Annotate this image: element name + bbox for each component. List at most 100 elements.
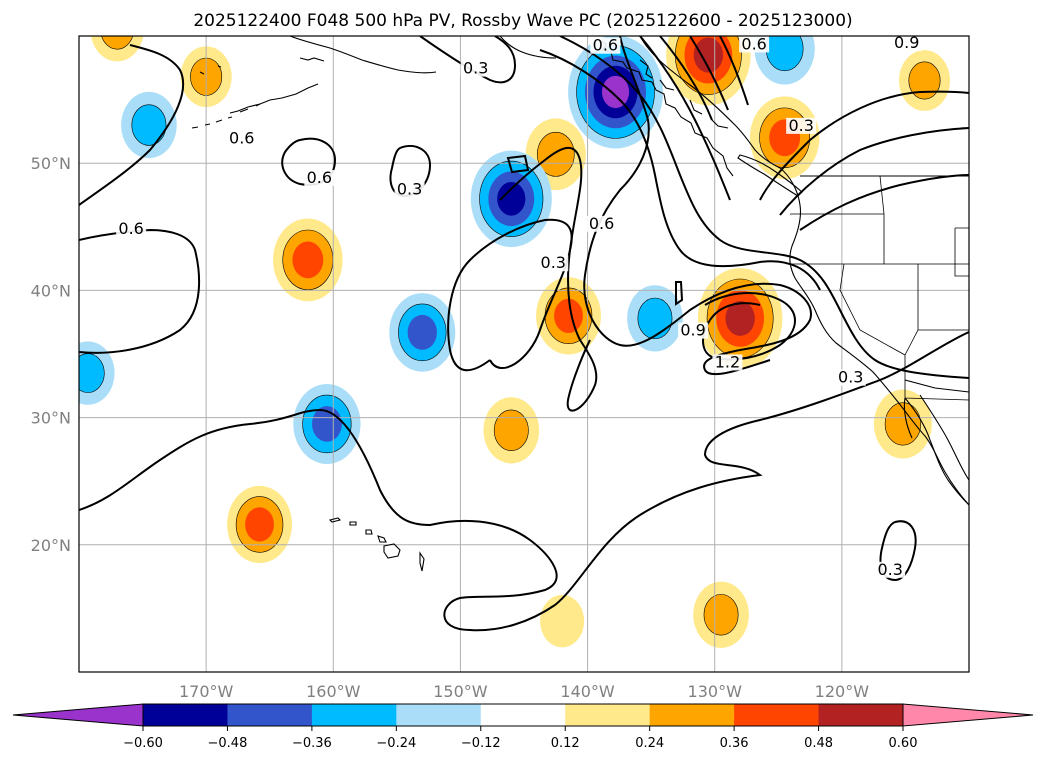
- positive-pv-anomaly: [898, 50, 951, 111]
- contour-label-bg: [712, 354, 743, 371]
- contour-label: 0.6: [307, 168, 332, 187]
- pv-contour-high-latitude: [639, 36, 749, 201]
- lon-tick-label: 140°W: [560, 682, 615, 701]
- contour-label: 0.9: [894, 33, 919, 52]
- contour-label-bg: [678, 322, 709, 339]
- contour-label-bg: [586, 215, 617, 232]
- colorbar-tick-label: 0.48: [804, 736, 833, 751]
- map-frame: [78, 35, 970, 673]
- anomaly-band: [693, 37, 724, 73]
- anomaly-band: [79, 353, 105, 393]
- colorbar-segment: [311, 704, 397, 726]
- negative-pv-anomaly: [121, 91, 177, 159]
- anomaly-band: [601, 75, 630, 109]
- lon-tick-label: 120°W: [815, 682, 870, 701]
- negative-pv-anomaly: [754, 36, 815, 85]
- pv-contour-0.6-trough: [499, 147, 598, 412]
- lat-tick-label: 20°N: [31, 536, 71, 555]
- positive-pv-anomaly: [693, 581, 749, 648]
- figure-title: 2025122400 F048 500 hPa PV, Rossby Wave …: [193, 11, 852, 31]
- negative-pv-anomaly: [293, 383, 361, 464]
- contour-label: 1.2: [715, 352, 740, 371]
- us-state-borders: [790, 175, 969, 401]
- pv-contour-1.2-jet: [539, 49, 821, 291]
- north-america-coastline: [639, 36, 969, 506]
- colorbar-tick-label: 0.36: [720, 736, 749, 751]
- contour-label-bg: [739, 36, 770, 53]
- contour-label-bg: [891, 36, 922, 52]
- contour-label-bg: [226, 130, 257, 147]
- pv-contour-1.2-closed: [702, 292, 796, 361]
- colorbar-segment: [818, 704, 904, 726]
- colorbar-extend-max: [902, 703, 1034, 727]
- negative-pv-anomaly: [389, 293, 456, 372]
- positive-pv-anomaly: [273, 218, 343, 302]
- colorbar-tick-label: 0.60: [889, 736, 918, 751]
- anomaly-band: [407, 314, 437, 350]
- contour-label: 0.6: [229, 129, 254, 148]
- contour-label-layer: 0.3 0.6 0.6 0.9 0.6 0.3 0.6 0.3 0.6 0.6 0.3 0.9 1.2 0…: [116, 33, 922, 579]
- colorbar-tick-label: −0.12: [461, 736, 501, 751]
- positive-pv-anomaly: [540, 594, 585, 648]
- lat-tick-label: 50°N: [31, 154, 71, 173]
- lon-tick-label: 170°W: [179, 682, 234, 701]
- contour-label: 0.6: [593, 36, 618, 55]
- positive-pv-anomaly: [483, 397, 540, 464]
- lon-tick-label: 160°W: [306, 682, 361, 701]
- colorbar-segment: [143, 704, 228, 726]
- colorbar-extend-min: [12, 703, 144, 727]
- lat-tick-label: 40°N: [31, 281, 71, 300]
- contour-label: 0.3: [397, 179, 422, 198]
- anomaly-band: [703, 594, 739, 636]
- positive-pv-anomaly: [91, 36, 144, 62]
- contour-label: 0.3: [541, 253, 566, 272]
- anomaly-band: [497, 182, 526, 216]
- pv-contour-0.6-jet: [559, 36, 969, 379]
- colorbar-tick-label: −0.60: [123, 736, 163, 751]
- alaska-peninsula-coastline: [229, 36, 557, 114]
- contour-label: 0.3: [463, 59, 488, 78]
- pv-contour-0.9-trough: [583, 36, 812, 376]
- anomaly-band: [91, 36, 144, 62]
- contour-label: 0.6: [118, 219, 143, 238]
- colorbar-tick-label: −0.36: [292, 736, 332, 751]
- anomaly-band: [908, 61, 941, 100]
- lat-tick-label: 30°N: [31, 409, 71, 428]
- contour-label-bg: [835, 369, 866, 386]
- colorbar-segment: [227, 704, 313, 726]
- aleutian-islands: [191, 65, 261, 129]
- colorbar-segment: [734, 704, 820, 726]
- colorbar: −0.60 −0.48 −0.36 −0.24 −0.12 0.12 0.24 0.36 0.4…: [12, 703, 1034, 751]
- colorbar-tick-label: 0.24: [635, 736, 664, 751]
- contour-label: 0.6: [589, 214, 614, 233]
- coastline-layer: [191, 36, 969, 572]
- positive-pv-anomaly: [227, 485, 292, 564]
- contour-label-bg: [460, 60, 491, 77]
- anomaly-band: [493, 409, 529, 452]
- lon-tick-label: 150°W: [433, 682, 488, 701]
- ocean-background: [79, 36, 969, 672]
- anomaly-band: [554, 298, 583, 334]
- pv-contour-layer: [79, 36, 969, 632]
- anomaly-band: [765, 36, 804, 72]
- negative-pv-anomaly: [79, 341, 115, 405]
- axis-tick-labels: 50°N 40°N 30°N 20°N 170°W 160°W 150°W 140°W 130°…: [31, 154, 870, 701]
- lon-tick-label: 130°W: [688, 682, 743, 701]
- anomaly-band: [540, 594, 585, 648]
- graticule: [79, 36, 969, 672]
- contour-label: 0.9: [680, 321, 705, 340]
- colorbar-tick-label: −0.48: [208, 736, 248, 751]
- hawaiian-islands: [328, 517, 425, 572]
- contour-label: 0.3: [877, 560, 902, 579]
- anomaly-band: [725, 300, 755, 336]
- pv-contour-0.3-southeast: [879, 520, 917, 582]
- negative-pv-anomaly: [568, 36, 663, 149]
- colorbar-segment: [649, 704, 735, 726]
- pv-anomaly-fill-layer: [79, 36, 951, 648]
- anomaly-band: [536, 131, 575, 177]
- colorbar-frame: [142, 703, 904, 727]
- anomaly-band: [637, 297, 673, 340]
- contour-label-bg: [538, 255, 569, 272]
- negative-pv-anomaly: [627, 285, 683, 352]
- colorbar-tick-label: −0.24: [376, 736, 416, 751]
